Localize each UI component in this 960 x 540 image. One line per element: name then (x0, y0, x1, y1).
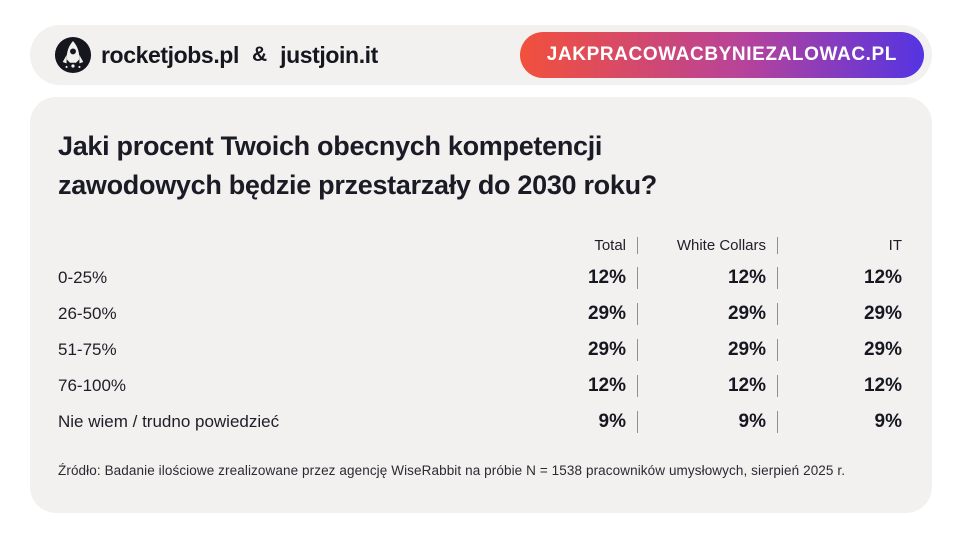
value-cell: 9% (874, 411, 902, 433)
logo-separator: & (251, 43, 268, 66)
value-cell: 12% (503, 375, 638, 398)
column-header-total: Total (503, 237, 638, 255)
table-row: 0-25% 12% 12% 12% (58, 260, 904, 296)
survey-card: Jaki procent Twoich obecnych kompetencji… (30, 97, 932, 513)
value-cell: 29% (503, 339, 638, 362)
row-label: Nie wiem / trudno powiedzieć (58, 412, 280, 432)
row-label: 76-100% (58, 376, 127, 396)
value-cell: 9% (503, 411, 638, 434)
value-cell: 12% (638, 375, 778, 398)
title-line-2: zawodowych będzie przestarzały do 2030 r… (58, 169, 657, 200)
table-header-row: Total White Collars IT (58, 231, 904, 260)
value-cell: 29% (638, 303, 778, 326)
table-row: 26-50% 29% 29% 29% (58, 296, 904, 332)
row-label: 51-75% (58, 340, 117, 360)
rocketjobs-logo-text: rocketjobs.pl (101, 41, 239, 68)
results-table: Total White Collars IT 0-25% 12% 12% 12% 26-… (58, 231, 904, 440)
survey-question-title: Jaki procent Twoich obecnych kompetencji… (58, 127, 904, 204)
table-row: 51-75% 29% 29% 29% (58, 332, 904, 368)
value-cell: 12% (503, 267, 638, 290)
table-row: Nie wiem / trudno powiedzieć 9% 9% 9% (58, 404, 904, 440)
rocket-logo-icon (54, 36, 92, 74)
header-bar: rocketjobs.pl & justjoin.it JAKPRACOWACB… (30, 25, 932, 85)
value-cell: 29% (863, 303, 902, 325)
row-label: 0-25% (58, 268, 108, 288)
table-body: 0-25% 12% 12% 12% 26-50% 29% 29% 29% 51-75% 29% 29… (58, 260, 904, 440)
title-line-1: Jaki procent Twoich obecnych kompetencji (58, 131, 603, 161)
column-header-it: IT (888, 237, 902, 255)
value-cell: 29% (863, 339, 902, 361)
column-header-white-collars: White Collars (638, 237, 778, 255)
value-cell: 12% (863, 375, 902, 397)
value-cell: 29% (638, 339, 778, 362)
table-row: 76-100% 12% 12% 12% (58, 368, 904, 404)
source-note: Źródło: Badanie ilościowe zrealizowane p… (58, 463, 846, 479)
logo-group: rocketjobs.pl & justjoin.it (54, 36, 378, 74)
value-cell: 12% (638, 267, 778, 290)
value-cell: 12% (863, 267, 902, 289)
row-label: 26-50% (58, 304, 117, 324)
value-cell: 9% (638, 411, 778, 434)
value-cell: 29% (503, 303, 638, 326)
justjoin-logo-text: justjoin.it (280, 41, 378, 68)
campaign-banner-link[interactable]: JAKPRACOWACBYNIEZALOWAC.PL (519, 32, 924, 78)
